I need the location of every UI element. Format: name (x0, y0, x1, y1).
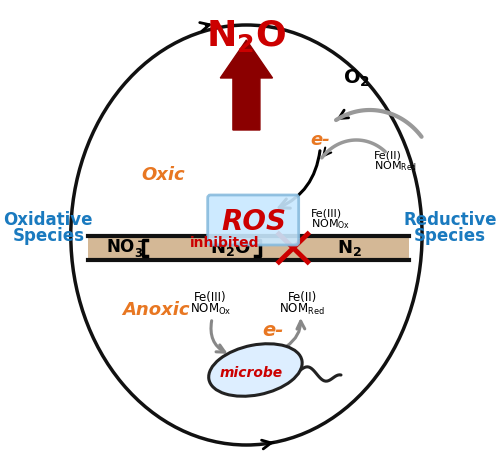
Text: microbe: microbe (220, 366, 282, 380)
Text: NOM$_{\rm Ox}$: NOM$_{\rm Ox}$ (190, 301, 231, 317)
Ellipse shape (208, 344, 302, 396)
Text: $\mathbf{N_2O}$: $\mathbf{N_2O}$ (206, 18, 286, 54)
Text: $\mathbf{N_2}$: $\mathbf{N_2}$ (336, 238, 361, 258)
Text: Oxidative: Oxidative (4, 211, 93, 229)
Text: Fe(III): Fe(III) (312, 208, 342, 218)
Text: Fe(II): Fe(II) (374, 150, 402, 160)
Text: Reductive: Reductive (403, 211, 496, 229)
Text: NOM$_{\rm Red}$: NOM$_{\rm Red}$ (280, 301, 325, 317)
Text: Species: Species (414, 227, 486, 245)
Text: Oxic: Oxic (141, 166, 184, 184)
Text: inhibited: inhibited (190, 236, 260, 250)
Text: Fe(III): Fe(III) (194, 291, 226, 304)
Text: e-: e- (263, 321, 284, 340)
Bar (88, 236, 408, 260)
Text: $\mathbf{O_2}$: $\mathbf{O_2}$ (342, 67, 370, 89)
Text: Fe(II): Fe(II) (288, 291, 317, 304)
Text: e-: e- (310, 131, 330, 149)
Text: Anoxic: Anoxic (122, 301, 190, 319)
Text: $\mathbf{N_2O}$: $\mathbf{N_2O}$ (210, 238, 250, 258)
FancyBboxPatch shape (208, 195, 298, 245)
Text: ROS: ROS (221, 208, 286, 236)
Text: NOM$_{\rm Ox}$: NOM$_{\rm Ox}$ (312, 217, 350, 231)
Text: $\mathbf{NO_3^-}$: $\mathbf{NO_3^-}$ (106, 237, 147, 259)
FancyArrow shape (220, 40, 272, 130)
Text: Species: Species (12, 227, 85, 245)
Text: NOM$_{\rm Red}$: NOM$_{\rm Red}$ (374, 159, 418, 173)
